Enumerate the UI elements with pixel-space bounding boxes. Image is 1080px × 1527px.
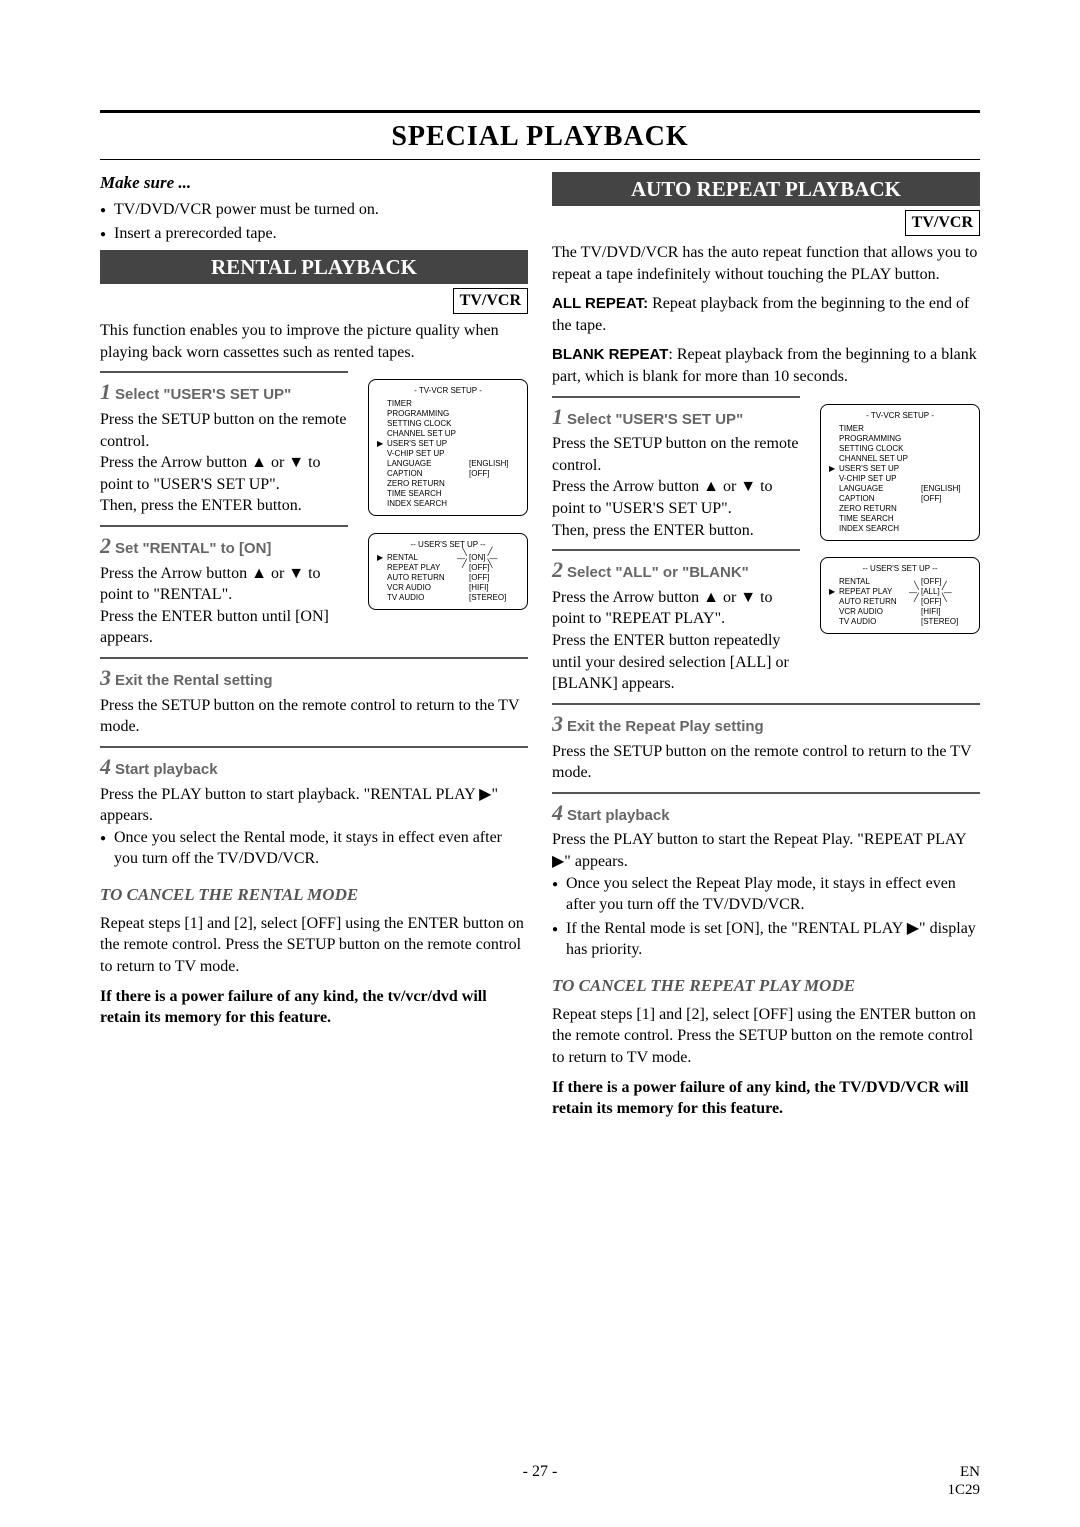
step-number: 3	[552, 711, 563, 736]
step-3: 3Exit the Rental setting Press the SETUP…	[100, 657, 528, 738]
tvvcr-label: TV/VCR	[453, 288, 528, 314]
step-number: 4	[552, 800, 563, 825]
cancel-repeat-heading: TO CANCEL THE REPEAT PLAY MODE	[552, 975, 980, 998]
step-number: 2	[552, 557, 563, 582]
step-body: Press the Arrow button ▲ or ▼ to point t…	[552, 476, 808, 519]
step-body: Press the ENTER button repeatedly until …	[552, 630, 808, 695]
step-body: Press the SETUP button on the remote con…	[552, 433, 808, 476]
rental-intro: This function enables you to improve the…	[100, 320, 528, 363]
step-title: Exit the Repeat Play setting	[567, 718, 764, 735]
all-repeat-label: ALL REPEAT:	[552, 295, 648, 312]
step-number: 1	[100, 379, 111, 404]
top-thin-rule	[100, 159, 980, 160]
step-body: Press the SETUP button on the remote con…	[100, 695, 528, 738]
cancel-repeat-body: Repeat steps [1] and [2], select [OFF] u…	[552, 1004, 980, 1069]
two-column-layout: Make sure ... TV/DVD/VCR power must be t…	[100, 172, 980, 1120]
step-body: Then, press the ENTER button.	[552, 520, 808, 542]
blank-repeat-def: BLANK REPEAT: Repeat playback from the b…	[552, 344, 980, 387]
page-footer: - 27 - EN 1C29	[0, 1463, 1080, 1481]
step-body: Then, press the ENTER button.	[100, 495, 356, 517]
step-number: 3	[100, 665, 111, 690]
step-body: Press the Arrow button ▲ or ▼ to point t…	[100, 452, 356, 495]
footer-code: 1C29	[947, 1481, 980, 1499]
step-bullet: Once you select the Rental mode, it stay…	[100, 827, 528, 870]
cancel-rental-heading: TO CANCEL THE RENTAL MODE	[100, 884, 528, 907]
page-number: - 27 -	[0, 1463, 1080, 1481]
step-title: Select "ALL" or "BLANK"	[567, 564, 749, 581]
step-bullet: Once you select the Repeat Play mode, it…	[552, 873, 980, 916]
page-title: SPECIAL PLAYBACK	[100, 121, 980, 153]
step-4: 4Start playback Press the PLAY button to…	[100, 746, 528, 870]
step-title: Start playback	[567, 807, 670, 824]
step-title: Start playback	[115, 761, 218, 778]
cancel-repeat-note: If there is a power failure of any kind,…	[552, 1077, 980, 1120]
right-column: AUTO REPEAT PLAYBACK TV/VCR The TV/DVD/V…	[552, 172, 980, 1120]
step-1: 1Select "USER'S SET UP" Press the SETUP …	[552, 396, 980, 542]
step-title: Set "RENTAL" to [ON]	[115, 540, 271, 557]
step-2: 2Set "RENTAL" to [ON] Press the Arrow bu…	[100, 525, 528, 649]
step-title: Select "USER'S SET UP"	[115, 386, 291, 403]
precondition-bullet: Insert a prerecorded tape.	[100, 223, 528, 245]
step-2: 2Select "ALL" or "BLANK" Press the Arrow…	[552, 549, 980, 695]
step-number: 4	[100, 754, 111, 779]
cancel-rental-note: If there is a power failure of any kind,…	[100, 986, 528, 1029]
rental-playback-banner: RENTAL PLAYBACK	[100, 250, 528, 284]
left-column: Make sure ... TV/DVD/VCR power must be t…	[100, 172, 528, 1120]
top-thick-rule	[100, 110, 980, 113]
step-bullet: If the Rental mode is set [ON], the "REN…	[552, 918, 980, 961]
step-body: Press the ENTER button until [ON] appear…	[100, 606, 356, 649]
step-body: Press the SETUP button on the remote con…	[100, 409, 356, 452]
osd-setup-menu: - TV-VCR SETUP -TIMER PROGRAMMINGSETTING…	[820, 404, 980, 541]
step-title: Select "USER'S SET UP"	[567, 411, 743, 428]
auto-repeat-intro: The TV/DVD/VCR has the auto repeat funct…	[552, 242, 980, 285]
all-repeat-def: ALL REPEAT: Repeat playback from the beg…	[552, 293, 980, 336]
footer-lang: EN	[947, 1463, 980, 1481]
step-title: Exit the Rental setting	[115, 672, 273, 689]
step-number: 2	[100, 533, 111, 558]
step-4: 4Start playback Press the PLAY button to…	[552, 792, 980, 961]
step-3: 3Exit the Repeat Play setting Press the …	[552, 703, 980, 784]
cancel-rental-body: Repeat steps [1] and [2], select [OFF] u…	[100, 913, 528, 978]
step-1: 1Select "USER'S SET UP" Press the SETUP …	[100, 371, 528, 517]
blank-repeat-label: BLANK REPEAT	[552, 346, 668, 363]
tvvcr-label: TV/VCR	[905, 210, 980, 236]
precondition-bullet: TV/DVD/VCR power must be turned on.	[100, 199, 528, 221]
step-body: Press the SETUP button on the remote con…	[552, 741, 980, 784]
make-sure-heading: Make sure ...	[100, 172, 528, 195]
step-body: Press the Arrow button ▲ or ▼ to point t…	[552, 587, 808, 630]
step-body: Press the PLAY button to start playback.…	[100, 784, 528, 827]
step-body: Press the Arrow button ▲ or ▼ to point t…	[100, 563, 356, 606]
osd-setup-menu: - TV-VCR SETUP -TIMER PROGRAMMINGSETTING…	[368, 379, 528, 516]
osd-users-setup-menu: -- USER'S SET UP --▶RENTAL╲╱——╱╲[ON]REPE…	[368, 533, 528, 610]
step-body: Press the PLAY button to start the Repea…	[552, 829, 980, 872]
osd-users-setup-menu: -- USER'S SET UP --RENTAL[OFF]▶REPEAT PL…	[820, 557, 980, 634]
auto-repeat-banner: AUTO REPEAT PLAYBACK	[552, 172, 980, 206]
step-number: 1	[552, 404, 563, 429]
